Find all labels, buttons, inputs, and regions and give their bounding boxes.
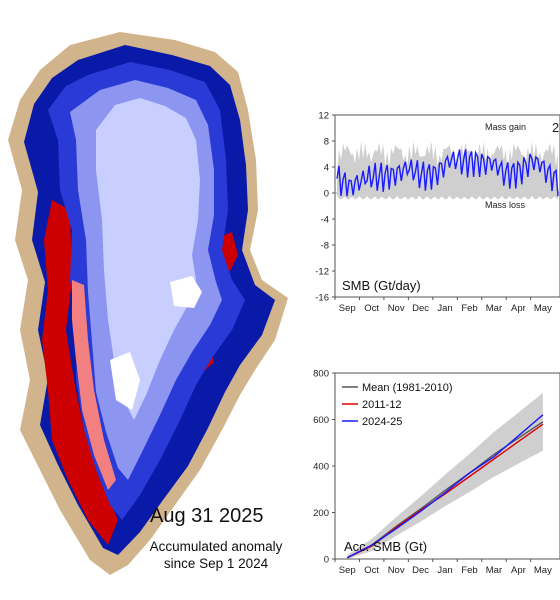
smb-y-tick-label: 12 bbox=[318, 111, 329, 122]
smb-y-tick-label: 4 bbox=[324, 163, 329, 174]
acc-x-tick-label: Sep bbox=[339, 565, 356, 576]
acc-y-tick-label: 400 bbox=[313, 462, 329, 473]
smb-y-tick-label: -12 bbox=[315, 267, 329, 278]
smb-historical-range bbox=[337, 141, 558, 200]
smb-x-tick-label: Sep bbox=[339, 303, 356, 314]
smb-x-tick-label: Nov bbox=[388, 303, 405, 314]
interior-light-gain bbox=[96, 98, 200, 420]
interior-neutral-patch bbox=[170, 276, 202, 308]
western-light-loss bbox=[72, 280, 116, 490]
acc-x-tick-label: Apr bbox=[511, 565, 526, 576]
smb-y-tick-label: 8 bbox=[324, 137, 329, 148]
smb-corner-label: 2 bbox=[552, 120, 559, 135]
acc-y-tick-label: 600 bbox=[313, 415, 329, 426]
acc-x-tick-label: Feb bbox=[461, 565, 477, 576]
acc-legend-label: Mean (1981-2010) bbox=[362, 382, 453, 394]
acc-series bbox=[346, 414, 544, 559]
smb-y-tick-label: -4 bbox=[321, 215, 329, 226]
acc-x-tick-label: Nov bbox=[388, 565, 405, 576]
smb-x-ticks: Sep Oct Nov Dec Jan Feb Mar Apr May bbox=[334, 297, 552, 314]
acc-x-tick-label: Mar bbox=[486, 565, 502, 576]
acc-y-tick-label: 200 bbox=[313, 508, 329, 519]
mass-loss-label: Mass loss bbox=[485, 200, 526, 210]
map-caption: Accumulated anomaly since Sep 1 2024 bbox=[149, 539, 283, 571]
smb-y-tick-label: -16 bbox=[315, 293, 329, 304]
western-loss-band bbox=[42, 200, 118, 545]
acc-smb-chart: 800 600 400 200 0 Sep Oct Nov Dec Jan Feb Mar Apr Ma… bbox=[313, 369, 560, 576]
greenland-anomaly-map bbox=[8, 32, 288, 575]
acc-smb-chart-panel: 800 600 400 200 0 Sep Oct Nov Dec Jan Feb Mar Apr Ma… bbox=[300, 365, 560, 585]
map-date: Aug 31 2025 bbox=[150, 505, 264, 527]
smb-x-tick-label: May bbox=[534, 303, 552, 314]
smb-panel-label: SMB (Gt/day) bbox=[342, 278, 421, 293]
acc-panel-label: Acc. SMB (Gt) bbox=[344, 539, 427, 554]
smb-plot-frame bbox=[334, 114, 560, 298]
acc-y-tick-label: 0 bbox=[324, 555, 329, 566]
smb-y-ticks: 12 8 4 0 -4 -8 -12 -16 bbox=[315, 111, 335, 304]
acc-x-tick-label: May bbox=[534, 565, 552, 576]
smb-x-tick-label: Apr bbox=[511, 303, 526, 314]
acc-historical-range bbox=[347, 392, 543, 559]
acc-x-ticks: Sep Oct Nov Dec Jan Feb Mar Apr May bbox=[334, 559, 552, 576]
acc-x-tick-label: Oct bbox=[364, 565, 379, 576]
smb-daily-chart: 12 8 4 0 -4 -8 -12 -16 Sep Oct Nov Dec Jan Feb Mar Apr… bbox=[315, 111, 560, 314]
smb-y-tick-label: 0 bbox=[324, 189, 329, 200]
smb-series-2024-25 bbox=[336, 149, 559, 197]
southern-neutral-patch bbox=[110, 352, 140, 410]
acc-legend-label: 2011-12 bbox=[362, 399, 402, 411]
mass-gain-label: Mass gain bbox=[485, 122, 526, 132]
smb-daily-chart-panel: 12 8 4 0 -4 -8 -12 -16 Sep Oct Nov Dec Jan Feb Mar Apr… bbox=[300, 100, 560, 325]
smb-range-band bbox=[337, 141, 558, 200]
acc-range-band bbox=[347, 392, 543, 559]
smb-x-tick-label: Oct bbox=[364, 303, 379, 314]
acc-x-tick-label: Jan bbox=[437, 565, 452, 576]
smb-y-tick-label: -8 bbox=[321, 241, 329, 252]
smb-x-tick-label: Feb bbox=[461, 303, 477, 314]
acc-series-2024-25 bbox=[346, 414, 544, 559]
smb-x-tick-label: Mar bbox=[486, 303, 502, 314]
smb-x-tick-label: Jan bbox=[437, 303, 452, 314]
acc-y-tick-label: 800 bbox=[313, 369, 329, 380]
acc-x-tick-label: Dec bbox=[412, 565, 429, 576]
smb-series bbox=[336, 149, 559, 197]
acc-y-ticks: 800 600 400 200 0 bbox=[313, 369, 335, 566]
acc-legend: Mean (1981-2010) 2011-12 2024-25 bbox=[342, 382, 453, 428]
smb-x-tick-label: Dec bbox=[412, 303, 429, 314]
anomaly-map-panel: Aug 31 2025 Accumulated anomaly since Se… bbox=[8, 32, 288, 575]
acc-legend-label: 2024-25 bbox=[362, 416, 402, 428]
